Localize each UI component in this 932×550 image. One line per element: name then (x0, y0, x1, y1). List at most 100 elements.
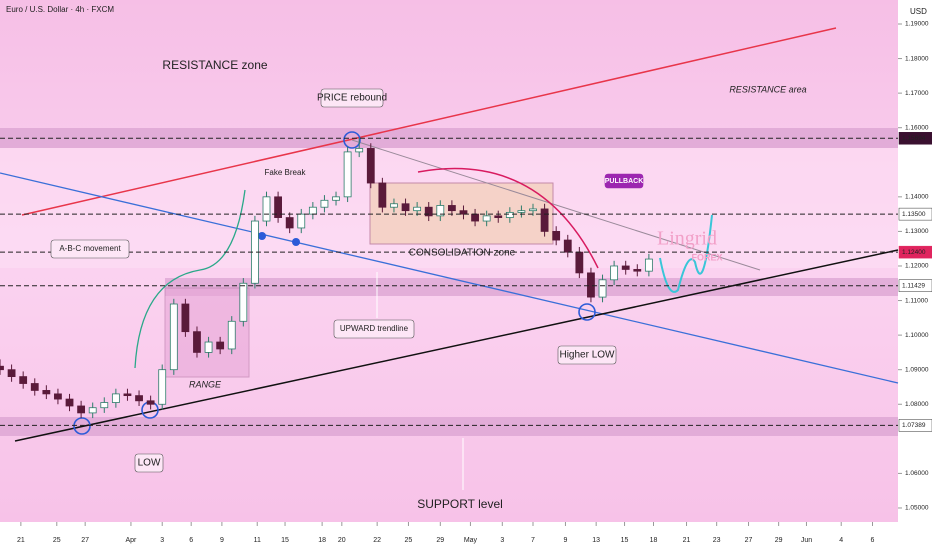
y-tick-label: 1.12000 (905, 263, 929, 270)
candle-body (111, 393, 120, 403)
candle-body (390, 203, 398, 208)
x-tick-label: 18 (318, 537, 326, 544)
candle-body (30, 383, 39, 391)
candle-body (633, 269, 642, 272)
candle-body (77, 405, 86, 414)
candle-body (575, 251, 584, 274)
candle-body (517, 210, 526, 213)
candle-body (65, 398, 74, 407)
candle-body (204, 341, 213, 353)
x-tick-label: 27 (81, 537, 89, 544)
annotation-box (604, 173, 644, 189)
chart-title: Euro / U.S. Dollar · 4h · FXCM (6, 5, 114, 14)
candle-body (216, 341, 225, 350)
abc-arrow (134, 189, 246, 369)
blue-trendline (0, 172, 899, 384)
x-tick-label: 6 (189, 537, 193, 544)
x-tick-label: 21 (683, 537, 691, 544)
x-tick-label: 25 (405, 537, 413, 544)
x-tick-label: 29 (775, 537, 783, 544)
y-tick-label: 1.06000 (905, 470, 929, 477)
x-tick-label: Jun (801, 537, 812, 544)
candle-body (563, 239, 572, 253)
x-tick-label: 3 (160, 537, 164, 544)
candle-body (100, 402, 109, 409)
annotation: PULLBACK (605, 178, 644, 185)
annotation-box (50, 239, 130, 259)
annotation: RANGE (189, 379, 222, 389)
x-tick-label: 23 (713, 537, 721, 544)
y-tick-label: 1.05000 (905, 505, 929, 512)
x-tick-label: 21 (17, 537, 25, 544)
candle-body (332, 196, 340, 201)
y-tick-label: 1.09000 (905, 366, 929, 373)
candle-body (355, 148, 364, 153)
candle-body (308, 206, 317, 215)
y-tick-label: 1.08000 (905, 401, 929, 408)
candle-body (274, 196, 282, 218)
x-tick-label: 22 (373, 537, 381, 544)
y-tick-label: 1.16000 (905, 124, 929, 131)
mid-band (165, 278, 898, 296)
annotation: SUPPORT level (417, 497, 503, 511)
y-tick-label: 1.18000 (905, 55, 929, 62)
annotation-box (557, 345, 617, 365)
touch-dot (292, 238, 300, 246)
candle-body (378, 182, 387, 208)
candle-body (598, 279, 607, 298)
level-label: 1.12400 (902, 249, 926, 256)
highlight-circle (73, 417, 91, 435)
support-band (0, 417, 898, 436)
candle-body (239, 282, 248, 322)
annotation: RESISTANCE area (729, 84, 806, 94)
annotation: LOW (138, 458, 161, 469)
candle-body (587, 272, 595, 298)
annotation-box (320, 88, 384, 108)
candle-body (158, 369, 167, 405)
touch-dot (258, 232, 266, 240)
x-tick-label: 25 (53, 537, 61, 544)
x-tick-label: 13 (592, 537, 600, 544)
level-label: 1.11429 (902, 282, 925, 289)
annotation: Higher LOW (559, 350, 615, 361)
y-tick-label: 1.10000 (905, 332, 929, 339)
candle-body (88, 407, 97, 414)
y-tick-label: 1.13000 (905, 228, 929, 235)
level-label-box (898, 207, 932, 221)
projection-path (659, 214, 713, 293)
candle-body (169, 303, 178, 371)
x-tick-label: 4 (839, 537, 843, 544)
candle-body (19, 376, 28, 384)
x-tick-label: 27 (745, 537, 753, 544)
candle-body (181, 303, 190, 333)
annotation: UPWARD trendline (340, 324, 409, 333)
x-tick-label: 3 (500, 537, 504, 544)
annotation: FOREX (691, 252, 722, 262)
x-tick-label: 11 (254, 537, 261, 544)
level-label: 1.13500 (902, 211, 926, 218)
candle-body (123, 393, 132, 397)
candle-body (505, 211, 514, 218)
level-label: 1.15694 (902, 135, 926, 142)
resistance-trendline (21, 27, 837, 216)
annotation-box (134, 453, 164, 473)
candle-body (262, 196, 271, 222)
x-tick-label: 9 (563, 537, 567, 544)
highlight-circle (343, 131, 361, 149)
candle-body (459, 210, 468, 215)
level-label-box (898, 245, 932, 259)
level-label: 1.07389 (902, 422, 926, 429)
x-tick-label: May (464, 537, 478, 544)
currency-label: USD (910, 7, 927, 16)
candle-body (552, 231, 561, 241)
candle-body (366, 148, 375, 184)
candle-body (621, 265, 630, 270)
y-tick-label: 1.11000 (905, 297, 928, 304)
candle-body (227, 320, 236, 350)
candle-body (135, 395, 143, 402)
level-label-box (898, 419, 932, 432)
pullback-line (351, 139, 761, 271)
x-tick-label: 20 (338, 537, 346, 544)
annotation: RESISTANCE zone (162, 58, 267, 72)
